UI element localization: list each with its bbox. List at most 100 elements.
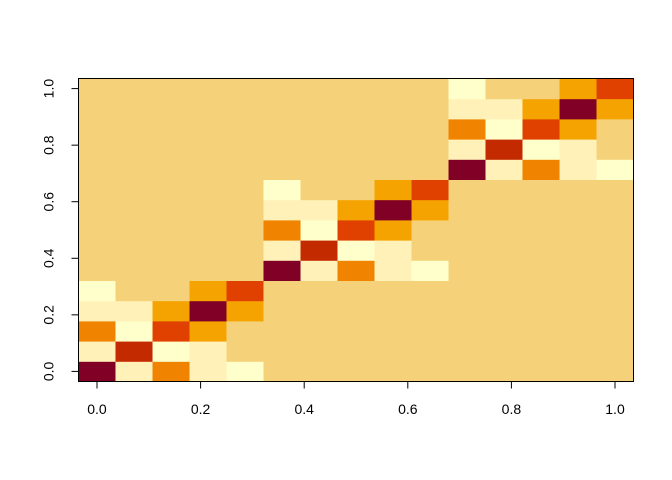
heat-cell	[374, 240, 412, 261]
heat-cell	[226, 260, 264, 282]
heat-cell	[559, 78, 598, 100]
heat-cell	[374, 361, 412, 382]
heat-cell	[596, 280, 634, 302]
heat-cell	[263, 98, 301, 120]
heat-cell	[411, 361, 450, 382]
y-tick-label: 0.6	[41, 192, 57, 212]
heat-cell	[448, 240, 487, 261]
heat-cell	[485, 361, 523, 382]
heat-cell	[189, 341, 227, 362]
heat-cell	[337, 98, 375, 120]
heat-cell	[374, 280, 412, 302]
heat-cell	[152, 361, 191, 382]
heat-cell	[337, 139, 375, 160]
heat-cell	[300, 280, 339, 302]
heat-cell	[78, 118, 116, 140]
heat-cell	[485, 320, 523, 342]
heat-cell	[522, 139, 560, 160]
heat-cell	[263, 260, 301, 282]
heat-cell	[448, 361, 487, 382]
heat-cell	[189, 118, 227, 140]
heat-cell	[263, 118, 301, 140]
heat-cell	[226, 98, 264, 120]
heat-cell	[411, 219, 450, 241]
heat-cell	[78, 300, 116, 322]
heat-cell	[374, 341, 412, 362]
heat-cell	[448, 78, 487, 100]
heat-cell	[189, 98, 227, 120]
heat-cell	[448, 139, 487, 160]
heat-cell	[485, 341, 523, 362]
heat-cell	[522, 280, 560, 302]
heat-cell	[411, 139, 450, 160]
heat-cell	[448, 300, 487, 322]
heat-cell	[522, 98, 560, 120]
heat-cell	[337, 199, 375, 221]
y-tick-label: 0.2	[41, 305, 57, 325]
heat-cell	[485, 78, 523, 100]
x-tick-label: 1.0	[605, 401, 625, 417]
y-tick-label: 0.4	[41, 248, 57, 268]
heat-cell	[152, 199, 191, 221]
heat-cell	[374, 300, 412, 322]
heat-cell	[226, 139, 264, 160]
heat-cell	[226, 361, 264, 382]
heat-cell	[596, 179, 634, 201]
heat-cell	[152, 98, 191, 120]
heat-cell	[411, 320, 450, 342]
heat-cell	[115, 361, 153, 382]
heat-cell	[78, 260, 116, 282]
heat-cell	[522, 240, 560, 261]
heat-cell	[115, 118, 153, 140]
heat-cell	[300, 159, 339, 180]
heat-cell	[559, 300, 598, 322]
heat-cell	[300, 118, 339, 140]
heat-cell	[189, 199, 227, 221]
heat-cell	[78, 139, 116, 160]
heat-cell	[152, 280, 191, 302]
heat-cell	[152, 179, 191, 201]
heat-cell	[522, 78, 560, 100]
heat-cell	[263, 361, 301, 382]
heat-cell	[411, 300, 450, 322]
heat-cell	[115, 199, 153, 221]
heat-cell	[263, 78, 301, 100]
heat-cell	[411, 199, 450, 221]
heat-cell	[337, 118, 375, 140]
heat-cell	[559, 361, 598, 382]
heat-cell	[596, 199, 634, 221]
heat-cell	[596, 118, 634, 140]
heat-cell	[152, 139, 191, 160]
x-tick-label: 0.8	[502, 401, 522, 417]
heat-cell	[337, 159, 375, 180]
heat-cell	[300, 219, 339, 241]
heat-cell	[448, 280, 487, 302]
heat-cell	[263, 300, 301, 322]
heat-cell	[596, 240, 634, 261]
heat-cell	[485, 98, 523, 120]
heat-cell	[596, 98, 634, 120]
heat-cell	[596, 260, 634, 282]
heat-cell	[448, 98, 487, 120]
heat-cell	[78, 159, 116, 180]
heat-cell	[337, 320, 375, 342]
heat-cell	[596, 219, 634, 241]
heat-cell	[559, 118, 598, 140]
heat-cell	[337, 179, 375, 201]
heat-cell	[226, 78, 264, 100]
heat-cell	[152, 159, 191, 180]
heat-cell	[559, 159, 598, 180]
heat-cell	[411, 98, 450, 120]
heat-cell	[263, 139, 301, 160]
heat-cell	[189, 240, 227, 261]
heat-cell	[374, 199, 412, 221]
heat-cell	[559, 240, 598, 261]
heat-cell	[115, 240, 153, 261]
heat-cell	[226, 219, 264, 241]
heat-cell	[485, 139, 523, 160]
heat-cell	[485, 159, 523, 180]
heat-cell	[152, 219, 191, 241]
heat-cell	[78, 280, 116, 302]
heat-cell	[189, 320, 227, 342]
heat-cell	[485, 300, 523, 322]
